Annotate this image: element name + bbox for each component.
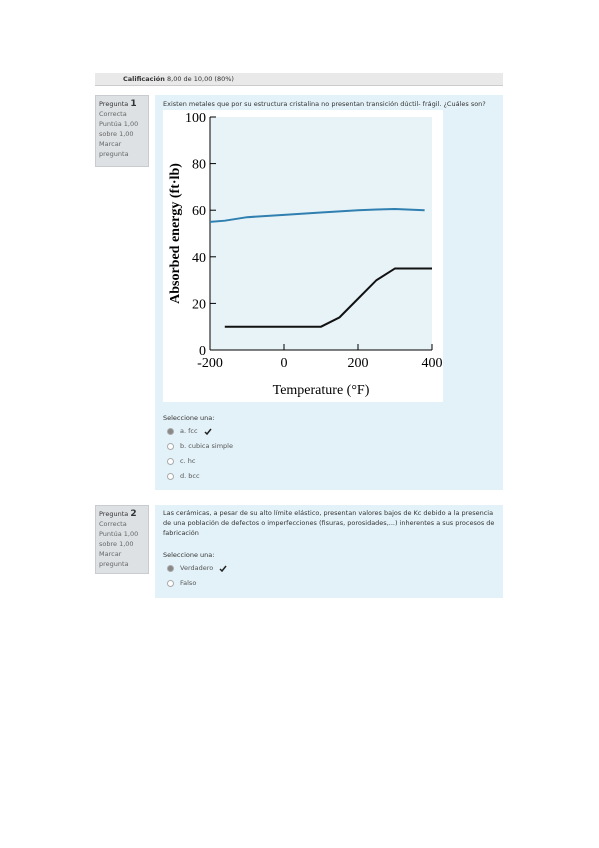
option-text: a. fcc — [180, 427, 198, 435]
radio[interactable] — [167, 472, 174, 480]
option-text: Falso — [180, 579, 197, 587]
question-state: Correcta — [99, 110, 127, 118]
option[interactable]: c. hc — [167, 457, 195, 465]
question-score: Puntúa 1,00 sobre 1,00 — [99, 530, 139, 548]
flag-question[interactable]: Marcar pregunta — [99, 140, 129, 158]
check-icon — [219, 565, 227, 572]
x-tick-label: -200 — [197, 356, 223, 371]
grade-value: 8,00 de 10,00 (80%) — [167, 75, 234, 83]
radio[interactable] — [167, 442, 174, 450]
option[interactable]: b. cubica simple — [167, 442, 233, 450]
question-info: Pregunta 2 Correcta Puntúa 1,00 sobre 1,… — [95, 505, 149, 574]
line-series — [209, 208, 425, 223]
question-label: Pregunta — [99, 510, 129, 518]
y-tick-label: 80 — [192, 158, 206, 173]
option[interactable]: d. bcc — [167, 472, 200, 480]
y-tick-label: 100 — [185, 111, 206, 126]
grade-bar: Calificación 8,00 de 10,00 (80%) — [95, 73, 503, 86]
option-text: c. hc — [180, 457, 196, 465]
question-content: Las cerámicas, a pesar de su alto límite… — [155, 505, 503, 598]
grade-label: Calificación — [123, 75, 165, 83]
prompt: Seleccione una: — [163, 414, 215, 422]
x-tick-label: 0 — [281, 356, 288, 371]
y-tick-label: 20 — [192, 297, 206, 312]
y-tick-label: 40 — [192, 251, 206, 266]
prompt: Seleccione una: — [163, 551, 215, 559]
y-tick-label: 60 — [192, 204, 206, 219]
question-text: Las cerámicas, a pesar de su alto límite… — [163, 509, 495, 537]
option-text: b. cubica simple — [180, 442, 233, 450]
plot-area — [210, 117, 432, 350]
question-text: Existen metales que por su estructura cr… — [163, 100, 486, 108]
option[interactable]: Verdadero — [167, 564, 227, 572]
question-score: Puntúa 1,00 sobre 1,00 — [99, 120, 139, 138]
radio[interactable] — [167, 427, 174, 435]
option-text: d. bcc — [180, 472, 200, 480]
check-icon — [204, 428, 212, 435]
x-axis-label: Temperature (°F) — [273, 383, 370, 398]
flag-question[interactable]: Marcar pregunta — [99, 550, 129, 568]
line-series — [224, 267, 432, 328]
question-info: Pregunta 1 Correcta Puntúa 1,00 sobre 1,… — [95, 95, 149, 167]
radio[interactable] — [167, 564, 174, 572]
y-axis-label: Absorbed energy (ft·lb) — [168, 163, 183, 304]
question-number: 1 — [130, 99, 137, 109]
option-text: Verdadero — [180, 564, 214, 572]
option[interactable]: Falso — [167, 579, 196, 587]
question-label: Pregunta — [99, 100, 129, 108]
x-tick-label: 400 — [422, 356, 443, 371]
question-state: Correcta — [99, 520, 127, 528]
radio[interactable] — [167, 579, 174, 587]
x-tick-label: 200 — [348, 356, 369, 371]
radio[interactable] — [167, 457, 174, 465]
option[interactable]: a. fcc — [167, 427, 212, 435]
question-number: 2 — [130, 509, 137, 519]
y-tick-label: 0 — [199, 344, 206, 359]
